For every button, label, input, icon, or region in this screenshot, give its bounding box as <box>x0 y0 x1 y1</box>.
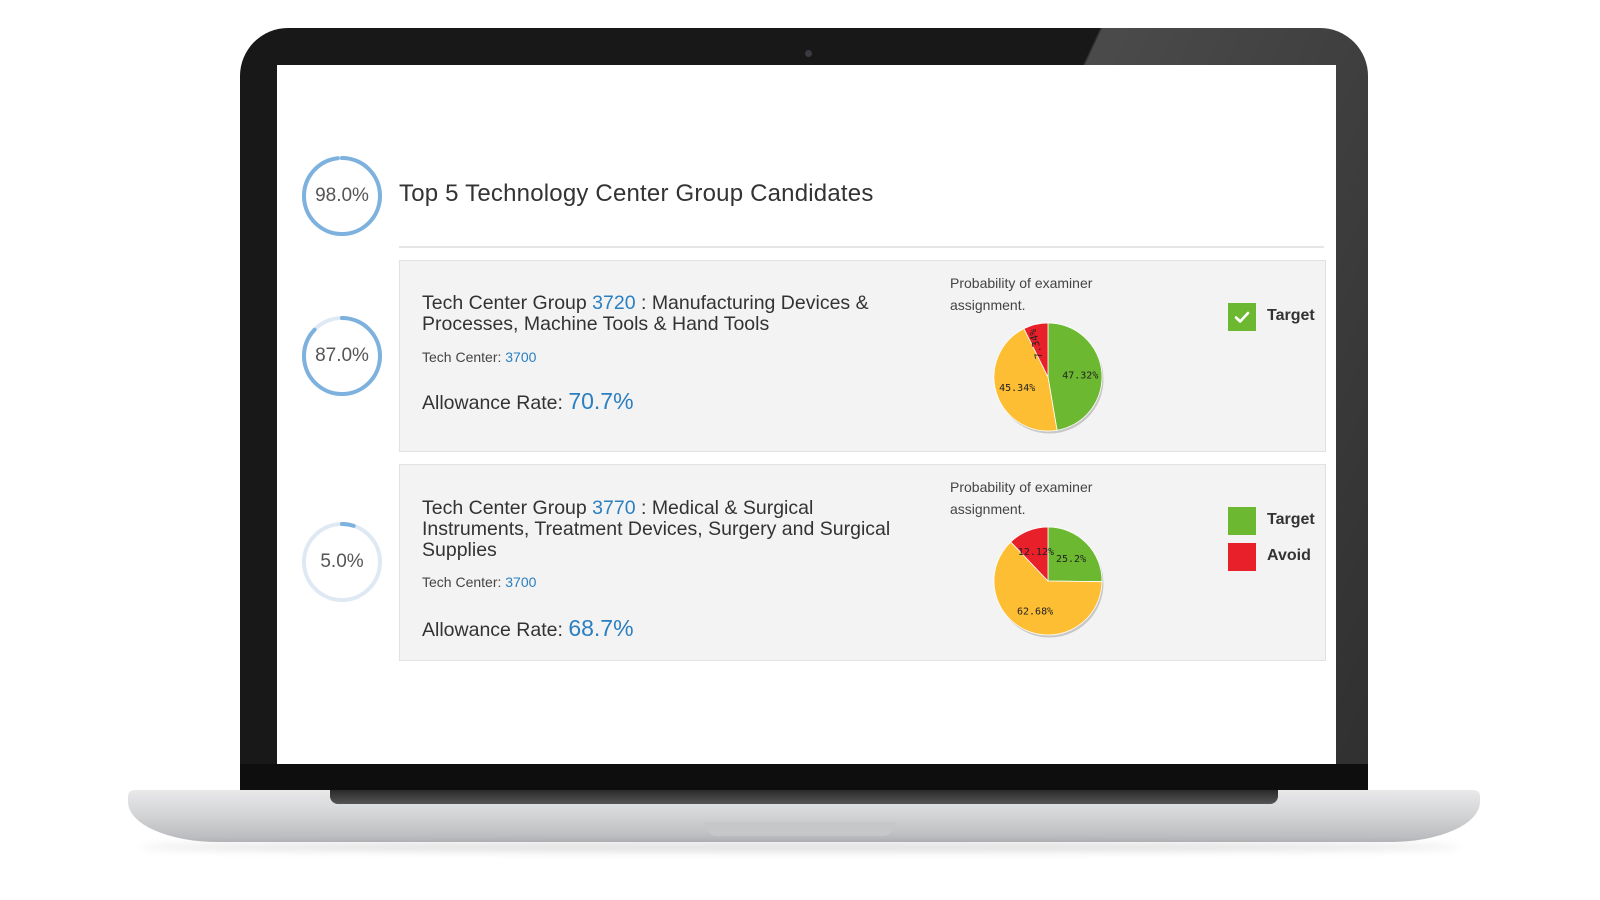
ring-svg <box>302 156 382 236</box>
card-2-title-suffix: : Medical & Surgical Instruments, Treatm… <box>422 497 891 561</box>
pie-slice[interactable] <box>1047 322 1103 431</box>
pie-slice[interactable] <box>1010 526 1049 582</box>
card-2-title-prefix: Tech Center Group <box>422 497 593 519</box>
card-1-tech-center-link[interactable]: 3700 <box>505 349 537 365</box>
allowance-label: Allowance Rate: <box>422 619 569 641</box>
candidate-card-1: Tech Center Group 3720 : Manufacturing D… <box>399 260 1326 452</box>
ring-progress-arc <box>302 316 382 396</box>
keyboard-strip <box>330 790 1278 804</box>
ring-progress-arc <box>302 522 382 602</box>
pie-slice[interactable] <box>1023 322 1049 378</box>
overall-score-ring: 98.0% <box>301 155 383 237</box>
legend-label: Avoid <box>1267 547 1311 564</box>
card-2-title: Tech Center Group 3770 : Medical & Surgi… <box>422 498 892 561</box>
card-2-probability-label: Probability of examiner assignment. <box>950 479 1093 517</box>
card-1-title-prefix: Tech Center Group <box>422 292 593 314</box>
card-1-title-suffix: : Manufacturing Devices & Processes, Mac… <box>422 292 869 335</box>
card-1-allowance-value: 70.7% <box>568 388 634 414</box>
card-2-group-link[interactable]: 3770 <box>592 497 636 519</box>
avoid-swatch <box>1228 543 1256 571</box>
pie-slice[interactable] <box>1047 526 1103 583</box>
pie-slice[interactable] <box>993 328 1058 432</box>
tech-center-label: Tech Center: <box>422 349 506 365</box>
title-divider <box>399 246 1324 248</box>
pie-slice[interactable] <box>993 541 1103 636</box>
card-1-score-label: 87.0% <box>315 345 369 366</box>
card-1-tech-center: Tech Center: 3700 <box>422 349 536 365</box>
card-2-tech-center-link[interactable]: 3700 <box>505 574 537 590</box>
pie-slice-label: 25.2% <box>1056 554 1086 565</box>
legend-label: Target <box>1267 307 1315 324</box>
card-2-allowance-value: 68.7% <box>568 615 634 641</box>
legend-label: Target <box>1267 511 1315 528</box>
card-2-tech-center: Tech Center: 3700 <box>422 574 536 590</box>
pie-slice-label: 12.12% <box>1018 547 1054 558</box>
tech-center-label: Tech Center: <box>422 574 506 590</box>
app-screen: 98.0% Top 5 Technology Center Group Cand… <box>277 65 1336 764</box>
page-title: Top 5 Technology Center Group Candidates <box>399 180 874 207</box>
trackpad-notch <box>705 822 895 836</box>
overall-score-label: 98.0% <box>315 185 369 206</box>
target-swatch <box>1228 507 1256 535</box>
ring-svg <box>302 522 382 602</box>
card-1-score-ring: 87.0% <box>301 315 383 397</box>
card-1-allowance: Allowance Rate: 70.7% <box>422 388 634 415</box>
laptop-shadow <box>140 842 1460 852</box>
ring-svg <box>302 316 382 396</box>
target-swatch <box>1228 303 1256 331</box>
card-2-score-ring: 5.0% <box>301 521 383 603</box>
pie-slice-label: 45.34% <box>999 383 1035 394</box>
allowance-label: Allowance Rate: <box>422 392 569 414</box>
card-2-score-label: 5.0% <box>320 551 364 572</box>
card-1-probability-label: Probability of examiner assignment. <box>950 275 1093 313</box>
pie-slice-label: 62.68% <box>1017 607 1053 618</box>
screen-bottom-bezel <box>240 764 1368 790</box>
pie-slice-label: 47.32% <box>1062 370 1098 381</box>
check-icon <box>1234 311 1250 323</box>
candidate-card-2: Tech Center Group 3770 : Medical & Surgi… <box>399 464 1326 661</box>
card-2-allowance: Allowance Rate: 68.7% <box>422 615 634 642</box>
camera-dot <box>805 50 812 57</box>
card-1-pie-chart: 47.32%45.34%7.34% <box>993 322 1104 434</box>
ring-progress-arc <box>302 156 382 236</box>
card-2-pie-chart: 25.2% 62.68% 12.12% <box>993 526 1104 638</box>
card-1-group-link[interactable]: 3720 <box>592 292 636 314</box>
card-1-title: Tech Center Group 3720 : Manufacturing D… <box>422 293 892 335</box>
